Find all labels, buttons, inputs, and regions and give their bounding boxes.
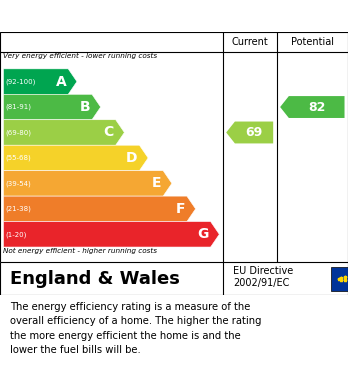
- Polygon shape: [3, 222, 219, 247]
- Text: (92-100): (92-100): [5, 78, 35, 85]
- Text: (81-91): (81-91): [5, 104, 31, 110]
- Polygon shape: [280, 96, 345, 118]
- Polygon shape: [3, 94, 101, 120]
- Text: (39-54): (39-54): [5, 180, 31, 187]
- Text: England & Wales: England & Wales: [10, 269, 180, 288]
- Polygon shape: [3, 196, 196, 222]
- Text: D: D: [126, 151, 138, 165]
- Bar: [331, 267, 348, 291]
- Polygon shape: [3, 170, 172, 196]
- Text: F: F: [176, 202, 185, 216]
- Text: C: C: [104, 126, 114, 140]
- Polygon shape: [226, 122, 273, 143]
- Text: Current: Current: [231, 37, 268, 47]
- Text: EU Directive
2002/91/EC: EU Directive 2002/91/EC: [233, 266, 293, 288]
- Text: A: A: [56, 75, 66, 89]
- Text: E: E: [152, 176, 161, 190]
- Text: 82: 82: [308, 100, 325, 113]
- Text: Not energy efficient - higher running costs: Not energy efficient - higher running co…: [3, 248, 158, 254]
- Text: (1-20): (1-20): [5, 231, 26, 238]
- Polygon shape: [3, 145, 148, 170]
- Text: (21-38): (21-38): [5, 206, 31, 212]
- Text: (55-68): (55-68): [5, 155, 31, 161]
- Text: Energy Efficiency Rating: Energy Efficiency Rating: [10, 7, 239, 25]
- Text: 69: 69: [245, 126, 263, 139]
- Polygon shape: [3, 120, 124, 145]
- Text: (69-80): (69-80): [5, 129, 31, 136]
- Text: Potential: Potential: [291, 37, 334, 47]
- Text: G: G: [198, 227, 209, 241]
- Polygon shape: [3, 69, 77, 94]
- Text: B: B: [80, 100, 90, 114]
- Text: The energy efficiency rating is a measure of the
overall efficiency of a home. T: The energy efficiency rating is a measur…: [10, 302, 262, 355]
- Text: Very energy efficient - lower running costs: Very energy efficient - lower running co…: [3, 53, 158, 59]
